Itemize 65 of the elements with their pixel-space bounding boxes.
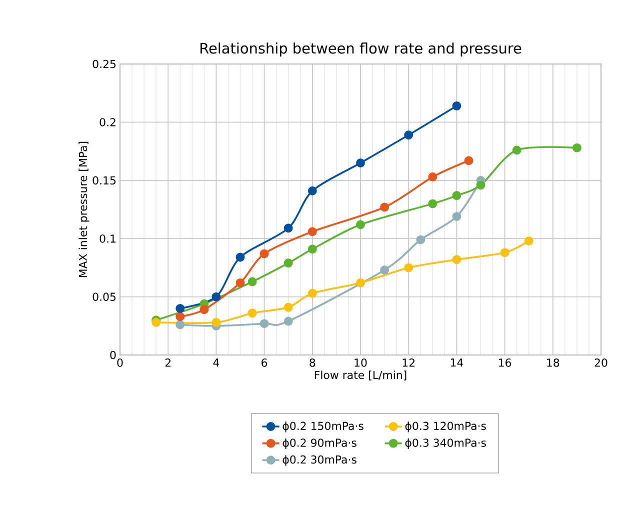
point [248, 308, 257, 318]
y-tick-label: 0.05 [92, 292, 116, 301]
point [176, 312, 185, 322]
x-tick-label: 2 [165, 358, 170, 367]
y-tick-label: 0.15 [92, 176, 116, 185]
x-tick-label: 12 [402, 358, 414, 367]
point [380, 266, 390, 275]
legend-label: ϕ0.3 340mPa·s [405, 438, 486, 449]
point [308, 227, 317, 236]
point [428, 199, 438, 208]
legend-label: ϕ0.2 90mPa·s [282, 438, 356, 449]
point [284, 258, 293, 268]
x-tick-label: 20 [594, 358, 608, 367]
x-tick-label: 6 [262, 358, 268, 367]
point [200, 305, 209, 314]
point [236, 252, 245, 262]
point [356, 220, 365, 230]
point [452, 191, 462, 200]
point [212, 292, 221, 302]
legend-label: ϕ0.2 30mPa·s [282, 455, 356, 466]
y-axis-title: MAX inlet pressure [MPa] [78, 142, 90, 277]
point [356, 158, 365, 168]
point [464, 156, 474, 166]
point [572, 143, 582, 152]
point [416, 235, 426, 244]
point [428, 172, 438, 182]
x-tick-label: 18 [547, 358, 560, 367]
x-tick-label: 8 [310, 358, 316, 367]
point [308, 186, 317, 196]
legend-label: ϕ0.3 120mPa·s [405, 422, 486, 432]
x-tick-label: 4 [213, 358, 220, 367]
y-tick-label: 0.2 [100, 118, 116, 126]
point [452, 101, 462, 110]
point [524, 236, 534, 246]
x-tick-label: 16 [499, 358, 512, 367]
point [380, 202, 390, 212]
point [308, 244, 317, 254]
point [176, 304, 185, 313]
point [512, 146, 522, 155]
point [212, 318, 221, 327]
point [356, 278, 365, 288]
x-tick-label: 14 [450, 358, 464, 367]
point [176, 320, 185, 330]
point [284, 302, 293, 312]
point [260, 249, 269, 258]
point [404, 130, 414, 140]
point [476, 180, 486, 190]
y-tick-label: 0.1 [100, 234, 116, 243]
point [260, 319, 269, 328]
point [308, 288, 317, 298]
x-tick-label: 10 [354, 358, 367, 367]
y-tick-label: 0.25 [92, 60, 116, 68]
point [452, 212, 462, 221]
x-tick-label: 0 [117, 358, 123, 367]
point [452, 255, 462, 264]
point [284, 316, 293, 326]
y-tick-label: 0 [110, 350, 116, 360]
point [404, 263, 414, 272]
chart-title: Relationship between flow rate and pressure [200, 42, 522, 56]
x-axis-title: Flow rate [L/min] [314, 370, 406, 380]
point [236, 278, 245, 288]
point [284, 224, 293, 233]
point [248, 277, 257, 286]
point [500, 248, 510, 258]
legend-label: ϕ0.2 150mPa·s [282, 422, 364, 432]
